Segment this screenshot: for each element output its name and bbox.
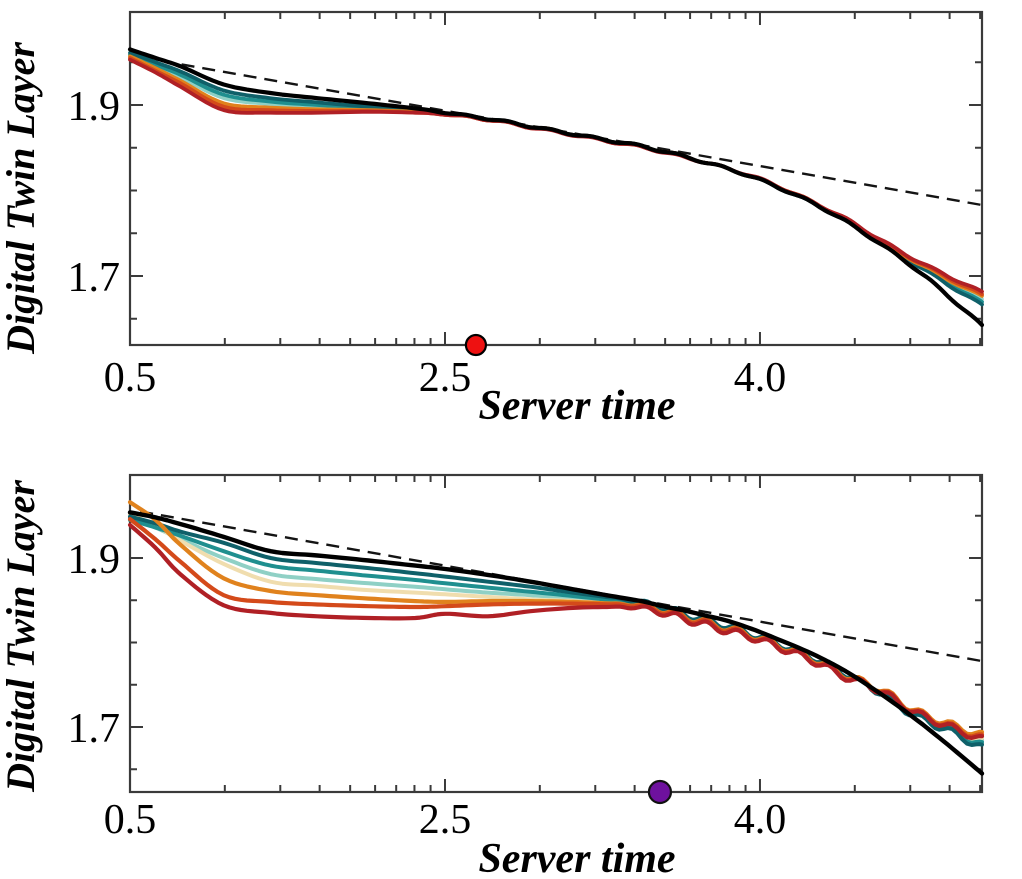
x-tick-label: 0.5 — [104, 355, 157, 401]
x-ticks — [223, 12, 982, 345]
series-line-dark-red — [128, 57, 984, 294]
series-line-vermilion — [127, 517, 985, 739]
plot-frame — [128, 473, 984, 794]
y-tick-label: 1.9 — [68, 84, 121, 130]
series-line-orange — [127, 500, 985, 737]
y-axis-label: Digital Twin Layer — [0, 480, 43, 793]
x-tick-label: 0.5 — [104, 797, 157, 843]
x-tick-label: 4.0 — [734, 797, 787, 843]
x-ticks — [223, 475, 982, 792]
series-line-reference-black — [127, 47, 985, 328]
series-line-reference-black — [127, 510, 985, 776]
red-dot-marker — [464, 333, 488, 357]
series-line-vermilion — [128, 56, 984, 297]
top-chart: 0.5 2.5 4.0 1.9 1.7 Digital Twin Layer Serve… — [0, 10, 985, 429]
purple-dot-marker — [647, 779, 673, 805]
y-axis-label: Digital Twin Layer — [0, 42, 43, 355]
y-tick-label: 1.9 — [68, 537, 121, 583]
x-tick-label: 4.0 — [734, 355, 787, 401]
x-tick-label: 2.5 — [419, 355, 472, 401]
bottom-chart: 0.5 2.5 4.0 1.9 1.7 Digital Twin Layer Serve… — [0, 473, 985, 879]
y-tick-label: 1.7 — [68, 706, 121, 752]
series-line-dark-red — [127, 522, 985, 740]
y-tick-label: 1.7 — [68, 255, 121, 301]
y-ticks — [130, 61, 982, 320]
plot-frame — [128, 10, 984, 347]
x-axis-label: Server time — [478, 383, 675, 429]
bottom-chart-plot: 0.5 2.5 4.0 1.9 1.7 — [68, 473, 985, 843]
x-axis-label: Server time — [478, 836, 675, 879]
top-chart-plot: 0.5 2.5 4.0 1.9 1.7 — [68, 10, 985, 401]
x-tick-label: 2.5 — [419, 797, 472, 843]
series-line-mint — [128, 515, 984, 743]
series-line-teal-dark — [128, 514, 984, 747]
